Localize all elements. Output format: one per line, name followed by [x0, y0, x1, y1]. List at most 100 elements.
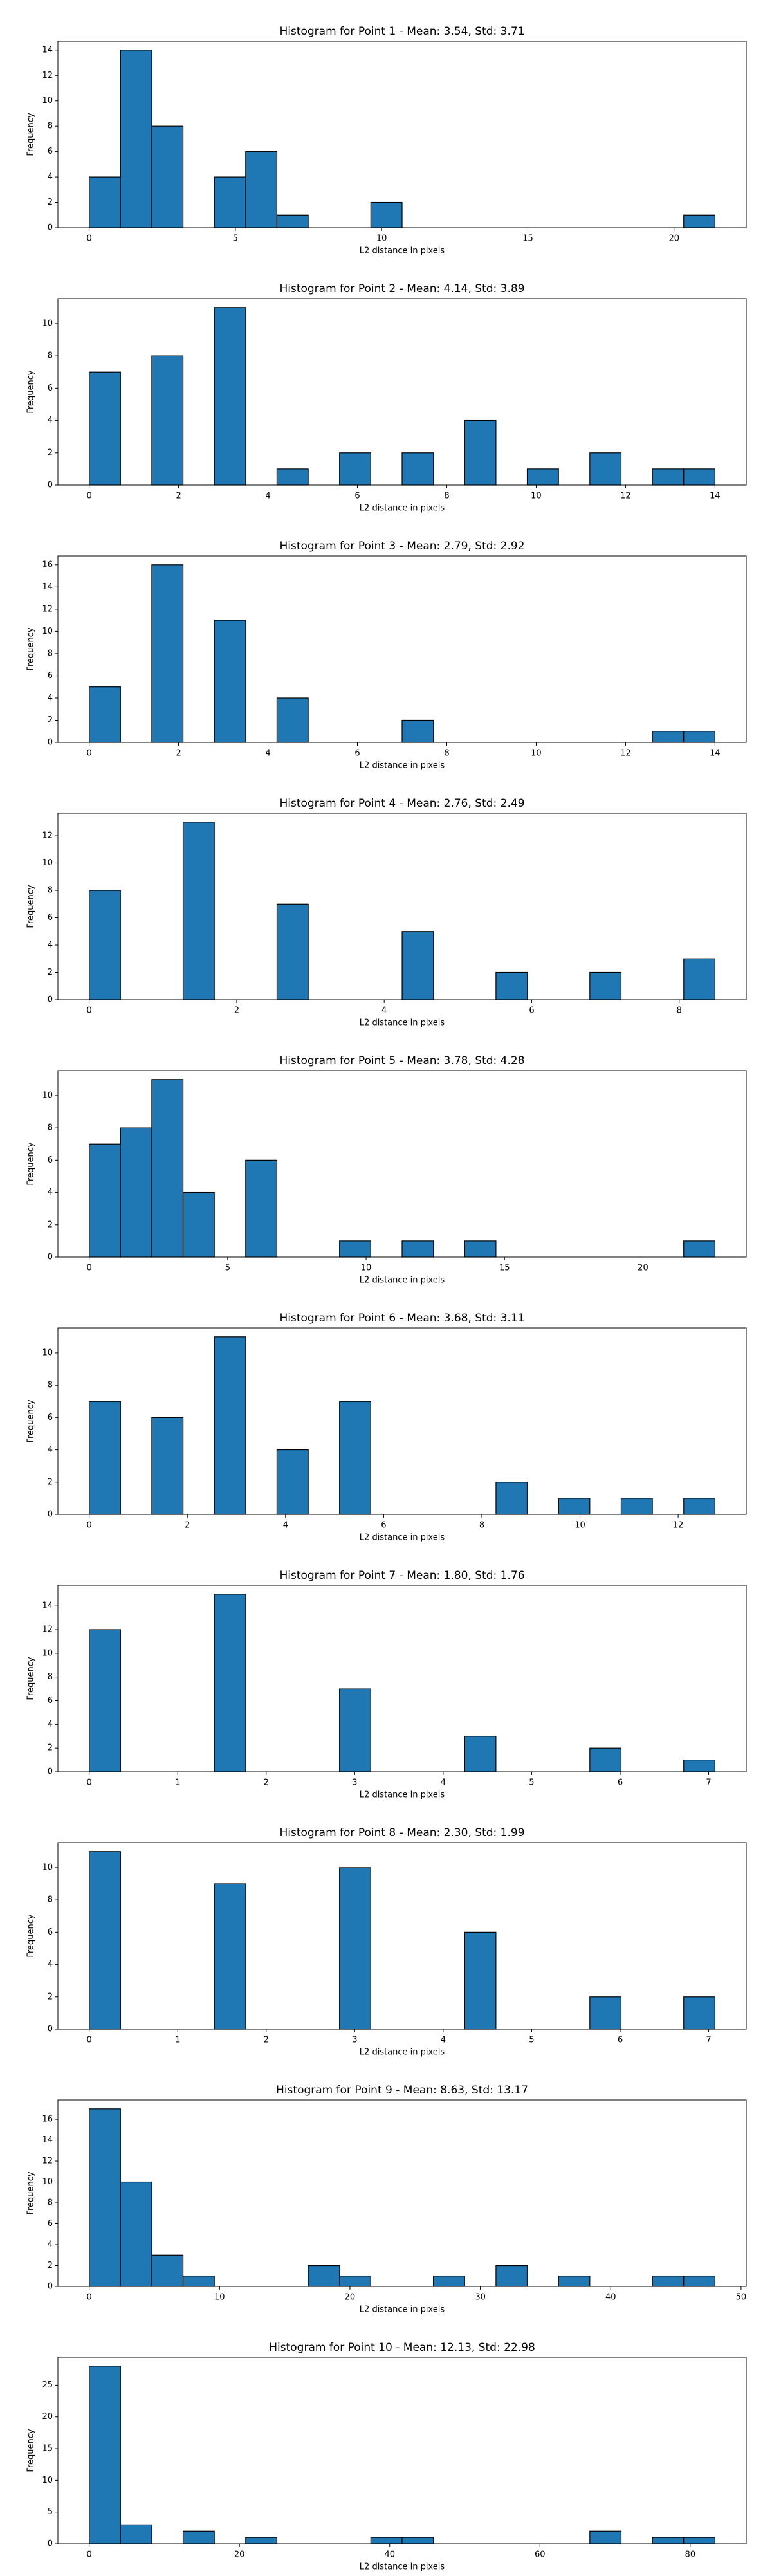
- histogram-bar: [182, 1191, 215, 1258]
- y-tick-label: 10: [42, 2177, 53, 2187]
- histogram-bar: [401, 2537, 434, 2544]
- histogram-bar: [276, 468, 309, 486]
- y-tick-label: 10: [42, 1348, 53, 1357]
- x-tick-label: 7: [706, 2036, 711, 2045]
- y-tick-label: 8: [48, 1123, 53, 1133]
- y-tick-label: 5: [48, 2507, 53, 2517]
- histogram-bar: [495, 2265, 528, 2287]
- x-tick-label: 5: [233, 234, 238, 244]
- y-tick-label: 4: [48, 1445, 53, 1455]
- histogram-bar: [652, 2537, 685, 2544]
- y-tick-label: 6: [48, 1927, 53, 1937]
- histogram-bar: [89, 371, 121, 486]
- y-tick-label: 20: [42, 2412, 53, 2422]
- x-tick-label: 40: [605, 2293, 616, 2303]
- y-tick-label: 2: [48, 715, 53, 725]
- y-tick-label: 2: [48, 198, 53, 207]
- x-axis-label: L2 distance in pixels: [360, 1018, 445, 1028]
- y-axis-label: Frequency: [26, 885, 36, 928]
- x-tick-label: 0: [86, 1264, 91, 1273]
- histogram-bar: [401, 452, 434, 486]
- y-tick-label: 16: [42, 560, 53, 569]
- histogram-bar: [276, 214, 309, 228]
- y-tick-label: 16: [42, 2115, 53, 2124]
- x-tick-label: 20: [638, 1264, 648, 1273]
- histogram-bar: [151, 355, 184, 486]
- x-tick-label: 10: [531, 749, 542, 759]
- axes-frame: [57, 1842, 747, 2030]
- y-tick-label: 0: [48, 738, 53, 748]
- histogram-bar: [589, 1747, 621, 1772]
- y-tick-label: 8: [48, 2198, 53, 2208]
- y-tick-label: 10: [42, 1863, 53, 1872]
- y-tick-label: 0: [48, 481, 53, 490]
- y-tick-label: 0: [48, 1253, 53, 1262]
- x-axis-label: L2 distance in pixels: [360, 1533, 445, 1543]
- y-tick-label: 14: [42, 45, 53, 55]
- y-axis-label: Frequency: [26, 627, 36, 670]
- axes-frame: [57, 813, 747, 1000]
- y-tick-label: 6: [48, 1155, 53, 1165]
- x-axis-label: L2 distance in pixels: [360, 504, 445, 513]
- histogram-bar: [245, 1159, 278, 1258]
- x-tick-label: 12: [620, 492, 631, 501]
- x-tick-label: 5: [225, 1264, 230, 1273]
- y-tick-label: 2: [48, 1743, 53, 1753]
- y-tick-label: 10: [42, 1090, 53, 1100]
- y-tick-label: 0: [48, 1510, 53, 1520]
- x-tick-label: 0: [86, 1006, 91, 1016]
- y-axis-label: Frequency: [26, 370, 36, 413]
- chart-title: Histogram for Point 8 - Mean: 2.30, Std:…: [279, 1826, 524, 1839]
- x-tick-label: 2: [234, 1006, 239, 1016]
- y-tick-label: 2: [48, 448, 53, 457]
- x-tick-label: 5: [529, 2036, 534, 2045]
- y-tick-label: 4: [48, 416, 53, 425]
- histogram-bar: [683, 1498, 715, 1515]
- x-tick-label: 3: [352, 2036, 357, 2045]
- y-tick-label: 15: [42, 2444, 53, 2454]
- histogram-bar: [339, 452, 371, 486]
- histogram-bar: [401, 719, 434, 743]
- y-tick-label: 2: [48, 2261, 53, 2270]
- x-axis-label: L2 distance in pixels: [360, 1790, 445, 1800]
- histogram-bar: [589, 452, 622, 486]
- histogram-bar: [683, 1759, 715, 1772]
- y-axis-label: Frequency: [26, 1399, 36, 1442]
- histogram-bar: [401, 931, 434, 1000]
- subplot: Histogram for Point 8 - Mean: 2.30, Std:…: [26, 1826, 747, 2057]
- histogram-bar: [89, 2366, 121, 2544]
- y-tick-label: 10: [42, 2476, 53, 2485]
- x-tick-label: 14: [710, 749, 721, 759]
- y-tick-label: 6: [48, 383, 53, 393]
- x-tick-label: 0: [86, 234, 91, 244]
- x-tick-label: 15: [522, 234, 533, 244]
- y-tick-label: 0: [48, 2282, 53, 2292]
- subplot: Histogram for Point 4 - Mean: 2.76, Std:…: [26, 797, 747, 1028]
- x-tick-label: 10: [361, 1264, 372, 1273]
- y-axis-label: Frequency: [26, 2171, 36, 2214]
- x-tick-label: 0: [86, 2293, 91, 2303]
- y-tick-label: 6: [48, 2219, 53, 2229]
- x-tick-label: 3: [352, 1778, 357, 1788]
- y-tick-label: 4: [48, 2240, 53, 2250]
- histogram-bar: [339, 1867, 371, 2030]
- histogram-bar: [683, 1996, 715, 2030]
- y-tick-label: 12: [42, 1625, 53, 1635]
- x-tick-label: 20: [234, 2550, 245, 2560]
- x-tick-label: 6: [529, 1006, 534, 1016]
- histogram-bar: [370, 201, 403, 228]
- y-tick-label: 8: [48, 649, 53, 658]
- histogram-bar: [401, 1240, 434, 1258]
- histogram-bar: [89, 1629, 121, 1772]
- x-tick-label: 7: [706, 1778, 711, 1788]
- x-tick-label: 0: [86, 492, 91, 501]
- histogram-bar: [120, 1127, 152, 1258]
- x-tick-label: 10: [531, 492, 542, 501]
- x-tick-label: 6: [354, 492, 360, 501]
- axes-frame: [57, 2099, 747, 2287]
- chart-title: Histogram for Point 10 - Mean: 12.13, St…: [269, 2341, 535, 2354]
- subplot: Histogram for Point 9 - Mean: 8.63, Std:…: [26, 2084, 747, 2315]
- histogram-bar: [683, 958, 715, 1000]
- y-tick-label: 10: [42, 627, 53, 636]
- histogram-bar: [370, 2537, 403, 2544]
